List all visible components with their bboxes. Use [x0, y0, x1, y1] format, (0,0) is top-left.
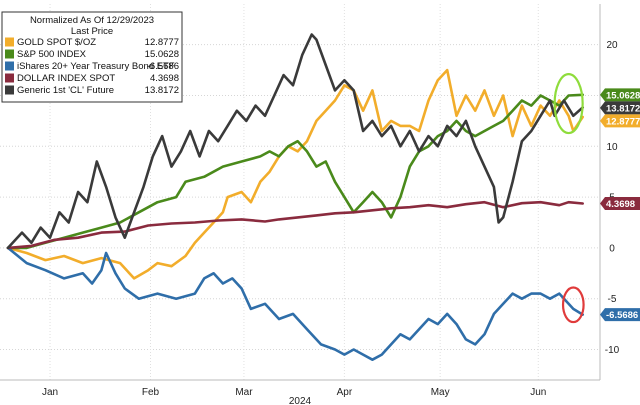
badge-value: -6.5686: [606, 310, 638, 321]
y-tick-label: -5: [608, 294, 617, 305]
highlight-circles: [553, 73, 585, 324]
y-tick-label: -10: [605, 345, 620, 356]
legend-swatch-1: [5, 49, 14, 59]
badge-value: 4.3698: [606, 199, 635, 210]
last-price-badge-0: 12.8777: [600, 114, 640, 128]
legend-swatch-2: [5, 61, 14, 71]
legend-value-0: 12.8777: [145, 37, 179, 48]
badge-background: [600, 196, 640, 210]
badge-background: [600, 88, 640, 102]
series-line-0: [6, 68, 584, 280]
x-tick-label: Jan: [42, 387, 58, 398]
badge-background: [600, 114, 640, 128]
y-tick-label: 0: [609, 243, 615, 254]
legend-box: [1, 11, 183, 103]
highlight-circle-top: [553, 73, 584, 135]
legend-title: Normalized As Of 12/29/2023: [30, 15, 154, 26]
legend-value-1: 15.0628: [145, 49, 179, 60]
series-lines: [6, 33, 584, 361]
legend-value-4: 13.8172: [145, 85, 179, 96]
legend-value-2: -6.5686: [147, 61, 179, 72]
badge-value: 13.8172: [606, 103, 640, 114]
last-price-badges: 15.0628 13.8172 12.8777 4.3698 -6.5686: [600, 88, 640, 322]
legend-label-2: iShares 20+ Year Treasury Bond ETF: [17, 61, 175, 72]
last-price-badge-1: 15.0628: [600, 88, 640, 102]
x-tick-label: Mar: [235, 387, 253, 398]
y-axis: -10-505101520: [599, 4, 620, 380]
x-tick-label: May: [431, 387, 450, 398]
x-axis-title: 2024: [289, 396, 312, 405]
x-tick-label: Feb: [142, 387, 160, 398]
last-price-badge-2: -6.5686: [600, 308, 640, 322]
x-axis: Jan Feb Mar Apr May Jun 2024: [0, 379, 600, 405]
badge-value: 15.0628: [606, 90, 640, 101]
legend-label-1: S&P 500 INDEX: [17, 49, 87, 60]
badge-background: [600, 101, 640, 115]
legend-subtitle: Last Price: [71, 26, 113, 37]
y-tick-label: 10: [606, 142, 618, 153]
legend-label-3: DOLLAR INDEX SPOT: [17, 73, 115, 84]
badge-background: [600, 308, 640, 322]
last-price-badge-4: 13.8172: [600, 101, 640, 115]
legend-swatch-4: [5, 85, 14, 95]
badge-value: 12.8777: [606, 116, 640, 127]
series-line-4: [6, 33, 584, 250]
legend-swatch-3: [5, 73, 14, 83]
legend-label-0: GOLD SPOT $/OZ: [17, 37, 96, 48]
x-tick-label: Jun: [530, 387, 546, 398]
series-line-2: [6, 246, 584, 361]
legend-swatch-0: [5, 37, 14, 47]
legend-label-4: Generic 1st 'CL' Future: [17, 85, 114, 96]
y-tick-label: 20: [606, 40, 618, 51]
highlight-circle-bottom: [561, 286, 585, 324]
x-tick-label: Apr: [337, 387, 353, 398]
last-price-badge-3: 4.3698: [600, 196, 640, 210]
legend-value-3: 4.3698: [150, 73, 179, 84]
